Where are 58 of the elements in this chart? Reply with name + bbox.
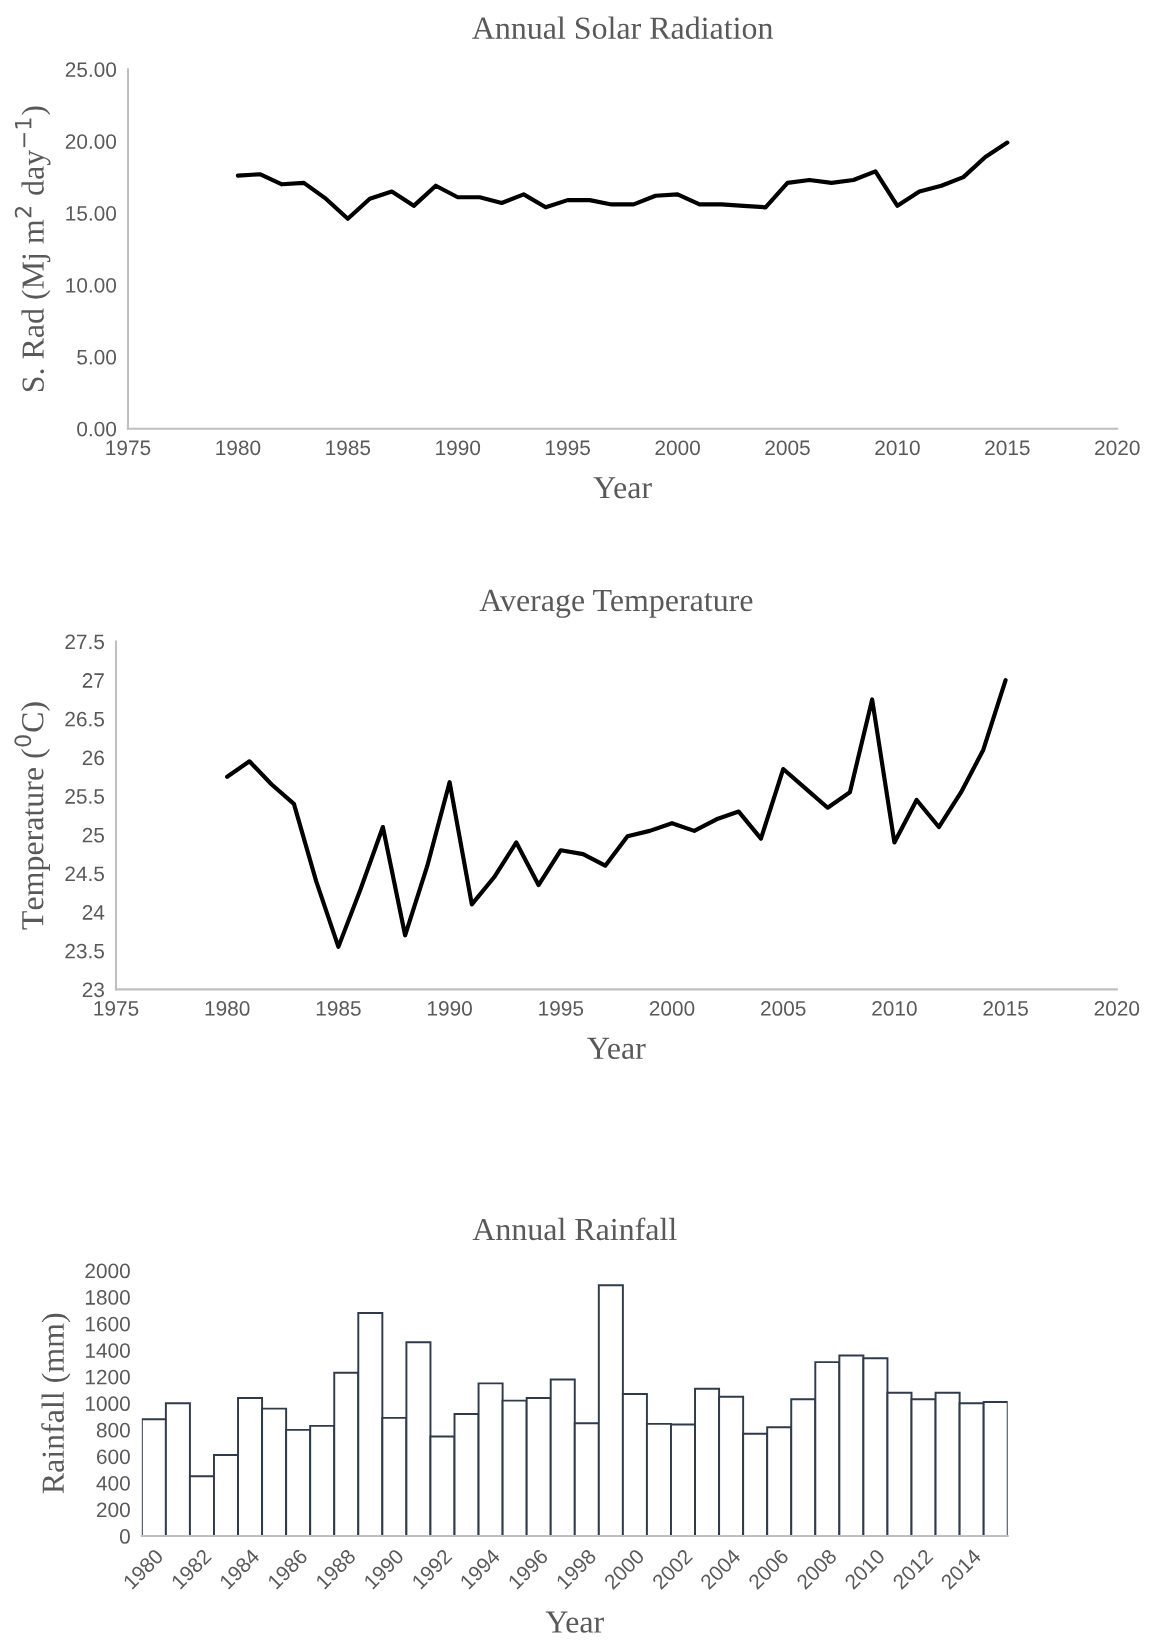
x-tick-label: 2000: [649, 1001, 695, 1016]
y-tick-label: 26: [82, 750, 104, 766]
chart-title: Average Temperature: [479, 589, 753, 618]
y-tick-label: 200: [97, 1502, 130, 1518]
x-tick-label: 1975: [106, 440, 151, 456]
x-tick-label: 2015: [983, 1001, 1028, 1016]
y-tick-label: 23: [82, 982, 104, 998]
y-tick-label: 25.00: [65, 62, 117, 78]
y-tick-label: 1400: [85, 1343, 130, 1358]
y-tick-label: 23.5: [65, 943, 105, 959]
y-tick-label: 600: [97, 1449, 130, 1465]
y-tick-label: 800: [96, 1422, 130, 1438]
x-tick-label: 1985: [316, 1001, 361, 1016]
x-tick-label: 2010: [875, 440, 920, 456]
y-tick-label: 25: [82, 827, 105, 843]
y-tick-label: 1600: [85, 1316, 130, 1332]
y-tick-label: 24.5: [65, 866, 105, 882]
x-tick-label: 1990: [428, 1001, 472, 1016]
y-tick-label: 15.00: [66, 206, 117, 221]
y-tick-label: 2000: [85, 1263, 130, 1279]
line-series: [225, 678, 1008, 949]
x-tick-label: 1990: [436, 440, 481, 456]
y-axis-title: S. Rad (Mj m$^{2}$ day$^{−1}$): [14, 106, 51, 392]
line-series: [235, 140, 1010, 221]
x-tick-label: 2015: [985, 440, 1030, 456]
x-tick-label: 1980: [205, 1001, 250, 1016]
y-axis-title: Rainfall (mm): [41, 1313, 71, 1494]
x-tick-label: 1995: [539, 1001, 584, 1016]
x-tick-label: 2005: [765, 440, 810, 456]
y-tick-label: 1200: [85, 1369, 130, 1385]
x-tick-label: 2020: [1094, 1001, 1140, 1016]
y-tick-label: 0: [119, 1529, 130, 1544]
x-axis-title: Year: [545, 1611, 604, 1633]
y-tick-label: 1800: [85, 1290, 130, 1305]
y-tick-label: 20.00: [65, 134, 117, 149]
y-axis-title: Temperature ($^{0}$C): [14, 702, 50, 930]
x-tick-label: 2000: [655, 440, 700, 456]
x-tick-label: 2010: [872, 1001, 917, 1016]
x-axis-title: Year: [593, 477, 652, 499]
x-tick-label: 1980: [216, 440, 261, 456]
chart-title: Annual Rainfall: [472, 1217, 677, 1241]
y-tick-label: 400: [96, 1475, 130, 1491]
y-tick-label: 27: [82, 673, 104, 688]
y-tick-label: 24: [82, 905, 105, 920]
x-tick-label: 2020: [1095, 440, 1140, 456]
x-tick-label: 1995: [546, 440, 590, 456]
x-tick-label: 1985: [326, 440, 371, 456]
x-tick-label: 2005: [761, 1001, 806, 1016]
y-tick-label: 25.5: [65, 789, 105, 804]
y-tick-label: 26.5: [65, 711, 105, 727]
y-tick-label: 5.00: [77, 349, 117, 365]
y-tick-label: 27.5: [65, 634, 105, 650]
chart-title: Annual Solar Radiation: [472, 16, 773, 40]
x-axis-title: Year: [587, 1037, 646, 1060]
x-tick-label: 1975: [94, 1001, 139, 1016]
y-tick-label: 0.00: [77, 421, 117, 437]
y-tick-label: 10.00: [66, 277, 117, 293]
y-tick-label: 1000: [85, 1396, 130, 1412]
